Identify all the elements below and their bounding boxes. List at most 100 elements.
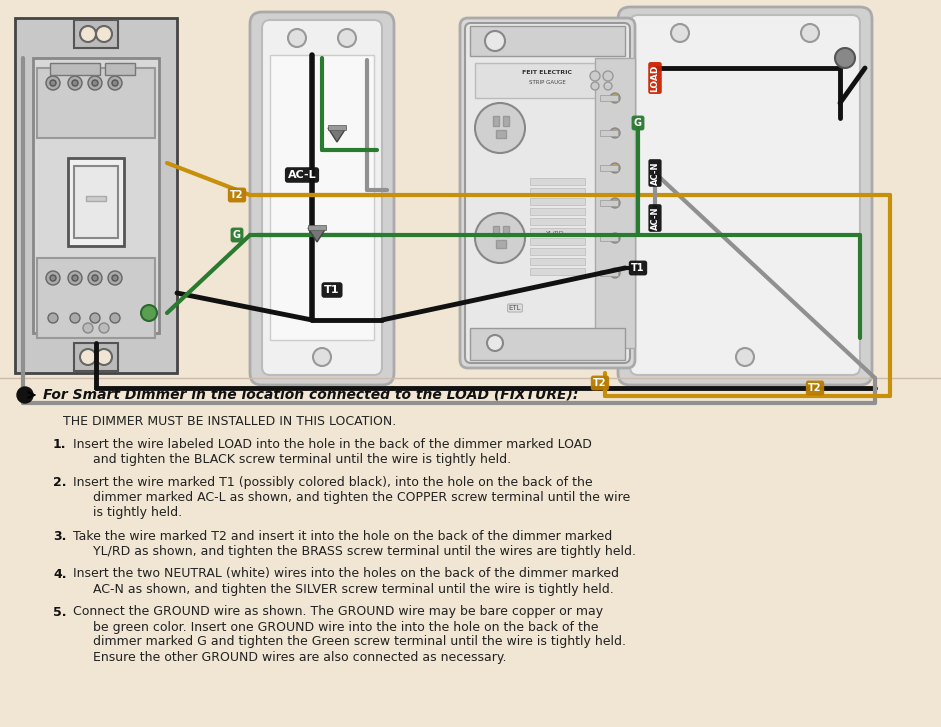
Polygon shape: [308, 228, 326, 242]
Bar: [600, 130, 618, 136]
Bar: [530, 188, 585, 195]
Polygon shape: [328, 128, 346, 142]
Circle shape: [338, 29, 356, 47]
Circle shape: [96, 26, 112, 42]
FancyBboxPatch shape: [262, 20, 382, 375]
FancyBboxPatch shape: [465, 23, 630, 363]
Bar: [503, 116, 509, 126]
Text: AC-N: AC-N: [650, 161, 660, 185]
Circle shape: [487, 335, 503, 351]
Bar: [37, 258, 155, 338]
Bar: [600, 165, 618, 171]
Circle shape: [70, 313, 80, 323]
Bar: [470, 328, 625, 360]
Circle shape: [17, 387, 33, 403]
Text: LOAD: LOAD: [650, 64, 660, 92]
Circle shape: [88, 76, 102, 90]
Text: AC-N: AC-N: [650, 206, 660, 230]
Text: AC-L: AC-L: [288, 170, 316, 180]
Bar: [475, 63, 620, 98]
Bar: [37, 68, 155, 138]
Text: Take the wire marked T2 and insert it into the hole on the back of the dimmer ma: Take the wire marked T2 and insert it in…: [73, 529, 636, 558]
Circle shape: [475, 103, 525, 153]
Bar: [74, 20, 118, 48]
Text: Insert the two NEUTRAL (white) wires into the holes on the back of the dimmer ma: Insert the two NEUTRAL (white) wires int…: [73, 568, 619, 595]
Circle shape: [590, 71, 600, 81]
Bar: [600, 270, 618, 276]
Bar: [503, 226, 509, 236]
Circle shape: [88, 271, 102, 285]
Bar: [530, 258, 585, 265]
Text: T2: T2: [231, 190, 244, 200]
Text: YL/RD: YL/RD: [546, 230, 565, 236]
Circle shape: [313, 348, 331, 366]
Bar: [15, 18, 177, 373]
Text: STRIP GAUGE: STRIP GAUGE: [529, 81, 566, 86]
Text: 5.: 5.: [53, 606, 67, 619]
Circle shape: [485, 31, 505, 51]
Text: THE DIMMER MUST BE INSTALLED IN THIS LOCATION.: THE DIMMER MUST BE INSTALLED IN THIS LOC…: [63, 415, 396, 428]
Circle shape: [99, 323, 109, 333]
Text: 4.: 4.: [53, 568, 67, 580]
Bar: [530, 248, 585, 255]
Text: T1: T1: [325, 285, 340, 295]
FancyBboxPatch shape: [618, 7, 872, 385]
Circle shape: [603, 71, 613, 81]
Circle shape: [112, 80, 118, 86]
Circle shape: [671, 24, 689, 42]
Circle shape: [835, 48, 855, 68]
Circle shape: [90, 313, 100, 323]
Bar: [530, 178, 585, 185]
Text: T2: T2: [593, 378, 607, 388]
Circle shape: [83, 323, 93, 333]
Circle shape: [112, 275, 118, 281]
FancyBboxPatch shape: [630, 15, 860, 375]
Text: 1.: 1.: [53, 438, 67, 451]
Text: FEIT ELECTRIC: FEIT ELECTRIC: [522, 71, 572, 76]
Circle shape: [72, 80, 78, 86]
Circle shape: [108, 76, 122, 90]
Circle shape: [610, 198, 620, 208]
Bar: [493, 116, 499, 126]
Circle shape: [141, 305, 157, 321]
Circle shape: [50, 80, 56, 86]
Circle shape: [92, 275, 98, 281]
Circle shape: [46, 271, 60, 285]
Text: Insert the wire labeled LOAD into the hole in the back of the dimmer marked LOAD: Insert the wire labeled LOAD into the ho…: [73, 438, 592, 466]
Text: G: G: [634, 118, 642, 128]
Bar: [530, 208, 585, 215]
Circle shape: [604, 82, 612, 90]
Circle shape: [288, 29, 306, 47]
Text: G: G: [233, 230, 241, 240]
Bar: [470, 26, 625, 56]
Circle shape: [736, 348, 754, 366]
Circle shape: [68, 76, 82, 90]
Circle shape: [108, 271, 122, 285]
Bar: [530, 238, 585, 245]
Bar: [600, 200, 618, 206]
Bar: [595, 58, 635, 348]
Text: 2.: 2.: [53, 476, 67, 489]
FancyBboxPatch shape: [460, 18, 635, 368]
Bar: [68, 158, 124, 246]
Text: Insert the wire marked T1 (possibly colored black), into the hole on the back of: Insert the wire marked T1 (possibly colo…: [73, 476, 630, 519]
Circle shape: [92, 80, 98, 86]
Text: ETL: ETL: [509, 305, 521, 311]
Bar: [530, 218, 585, 225]
Bar: [105, 63, 135, 75]
Text: T1: T1: [631, 263, 645, 273]
Bar: [50, 63, 100, 75]
Circle shape: [610, 128, 620, 138]
Text: Connect the GROUND wire as shown. The GROUND wire may be bare copper or may
    : Connect the GROUND wire as shown. The GR…: [73, 606, 626, 664]
Circle shape: [96, 349, 112, 365]
Bar: [270, 55, 374, 340]
Bar: [600, 235, 618, 241]
Bar: [530, 268, 585, 275]
Circle shape: [801, 24, 819, 42]
Circle shape: [610, 233, 620, 243]
Bar: [86, 196, 106, 201]
Circle shape: [610, 268, 620, 278]
Circle shape: [610, 93, 620, 103]
Bar: [308, 225, 326, 230]
Bar: [530, 198, 585, 205]
